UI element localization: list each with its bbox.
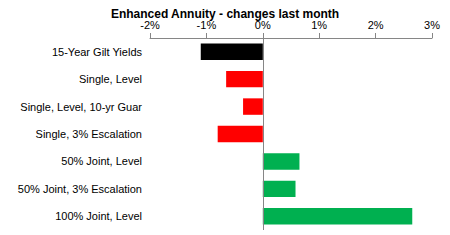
svg-text:-1%: -1% [196, 18, 217, 31]
svg-text:2%: 2% [368, 19, 384, 31]
svg-text:3%: 3% [424, 19, 440, 31]
svg-text:1%: 1% [311, 18, 328, 31]
svg-text:0%: 0% [254, 18, 271, 31]
svg-text:Single, Level: Single, Level [79, 73, 142, 85]
svg-text:Enhanced Annuity - changes las: Enhanced Annuity - changes last month [111, 7, 339, 21]
svg-text:Single, 3% Escalation: Single, 3% Escalation [36, 128, 142, 140]
svg-text:-2%: -2% [140, 18, 160, 31]
svg-text:Single, Level, 10-yr Guar: Single, Level, 10-yr Guar [20, 101, 142, 113]
svg-text:100% Joint, Level: 100% Joint, Level [55, 210, 142, 222]
svg-text:50% Joint, Level: 50% Joint, Level [61, 155, 142, 167]
svg-text:15-Year Gilt Yields: 15-Year Gilt Yields [52, 46, 143, 58]
svg-text:50% Joint, 3% Escalation: 50% Joint, 3% Escalation [18, 183, 142, 195]
